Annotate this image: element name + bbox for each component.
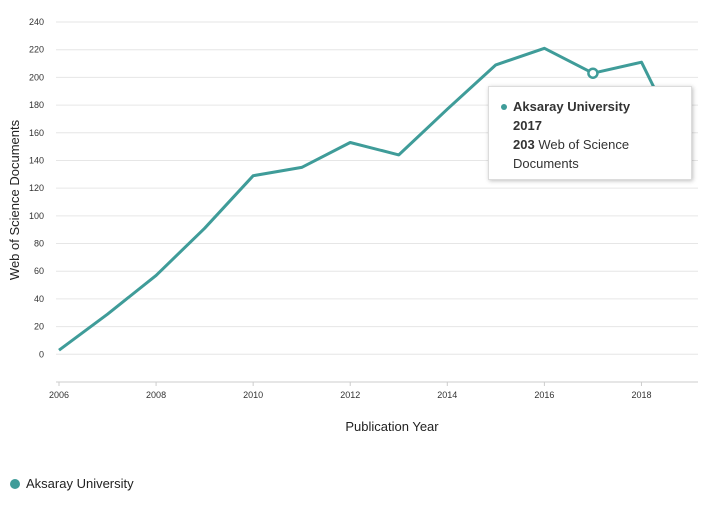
data-point[interactable] [395,151,403,159]
y-tick-label: 100 [29,211,44,221]
tooltip-series-name: Aksaray University [513,99,631,114]
data-point[interactable] [298,163,306,171]
y-tick-label: 0 [39,349,44,359]
y-axis-ticks: 0 20 40 60 80 100 120 140 160 180 200 220 240 [29,17,44,359]
tooltip-value: 203 [513,137,535,152]
highlighted-data-point[interactable] [587,67,599,79]
y-axis-title: Web of Science Documents [7,119,22,280]
tooltip-value-suffix-2: Documents [513,156,579,171]
data-point[interactable] [201,224,209,232]
data-point[interactable] [492,61,500,69]
x-axis-title: Publication Year [345,419,439,434]
legend-label: Aksaray University [26,476,134,491]
y-tick-label: 160 [29,128,44,138]
y-tick-label: 220 [29,45,44,55]
x-tick-label: 2010 [243,390,263,400]
data-point[interactable] [249,172,257,180]
tooltip-value-line: 203 Web of Science [501,135,681,154]
data-point[interactable] [443,105,451,113]
x-tick-label: 2016 [534,390,554,400]
x-axis-ticks: 2006 2008 2010 2012 2014 2016 2018 [49,382,651,400]
tooltip-value-suffix: Web of Science [534,137,630,152]
legend-swatch [10,478,20,489]
data-point[interactable] [55,346,63,354]
y-tick-label: 60 [34,266,44,276]
x-tick-label: 2012 [340,390,360,400]
y-tick-label: 120 [29,183,44,193]
y-tick-label: 140 [29,155,44,165]
tooltip-series-dot [501,103,507,110]
x-tick-label: 2008 [146,390,166,400]
y-tick-label: 240 [29,17,44,27]
data-point[interactable] [104,310,112,318]
y-tick-label: 20 [34,322,44,332]
legend[interactable]: Aksaray University [10,476,134,491]
x-tick-label: 2006 [49,390,69,400]
series-line-aksaray-university[interactable] [58,46,692,352]
y-tick-label: 180 [29,100,44,110]
y-tick-label: 80 [34,239,44,249]
data-point[interactable] [540,44,548,52]
data-point[interactable] [346,138,354,146]
data-point[interactable] [637,58,645,66]
tooltip-year: 2017 [513,118,542,133]
tooltip: Aksaray University 2017 203 Web of Scien… [488,86,692,180]
x-tick-label: 2018 [631,390,651,400]
y-tick-label: 200 [29,72,44,82]
series-group [55,44,692,354]
y-tick-label: 40 [34,294,44,304]
data-point[interactable] [152,271,160,279]
x-tick-label: 2014 [437,390,457,400]
